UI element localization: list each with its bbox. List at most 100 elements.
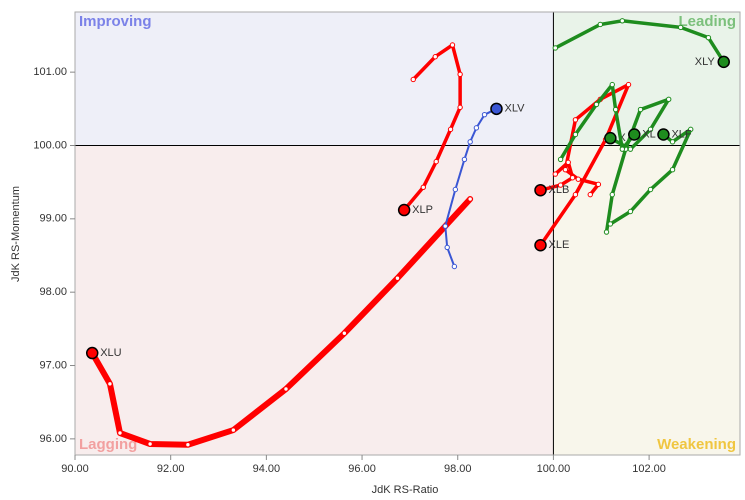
y-tick-label: 96.00 — [39, 433, 67, 445]
tail-point — [410, 76, 416, 83]
tail-point — [669, 139, 676, 145]
y-tick-label: 101.00 — [33, 66, 67, 78]
series-label: XLV — [504, 103, 525, 115]
tail-point — [637, 106, 644, 113]
tail-point — [467, 139, 473, 145]
tail-point — [457, 71, 463, 78]
quadrant-label: Weakening — [657, 436, 736, 453]
tail-point — [394, 275, 401, 281]
tail-point — [625, 81, 632, 88]
tail-point — [666, 96, 672, 102]
head-marker — [85, 346, 99, 360]
series-label: X — [618, 132, 626, 144]
series: XLV — [442, 102, 525, 270]
y-tick-label: 97.00 — [39, 359, 67, 371]
quadrant — [553, 145, 740, 455]
tail-point — [572, 117, 579, 123]
head-marker — [397, 203, 411, 217]
tail-point — [603, 229, 610, 235]
tail-point — [587, 191, 593, 198]
tail-point — [457, 104, 463, 111]
tail-point — [595, 181, 602, 188]
quadrant-label: Improving — [79, 13, 152, 30]
head-marker — [628, 128, 641, 141]
plot-frame — [74, 11, 741, 456]
tail-point — [432, 54, 438, 60]
tail-point — [147, 441, 153, 447]
tail-point — [452, 186, 459, 193]
series-label: XLB — [549, 184, 570, 196]
tail-line — [604, 97, 671, 234]
tail-point — [449, 42, 456, 48]
tail-point — [647, 126, 654, 133]
series: XLU — [85, 196, 474, 448]
tail-point — [420, 184, 426, 190]
tail-point — [467, 196, 473, 202]
tail-point — [447, 126, 454, 133]
x-tick-label: 94.00 — [253, 463, 281, 475]
y-axis-label: JdK RS-Momentum — [10, 186, 22, 282]
tail-point — [557, 182, 564, 188]
tail-point — [473, 125, 480, 131]
tail-point — [647, 186, 654, 193]
x-tick-label: 102.00 — [632, 463, 666, 475]
series-label: XLE — [549, 239, 570, 251]
series-label: XLU — [100, 347, 121, 359]
tail-point — [677, 24, 684, 31]
series: XLP — [397, 42, 463, 217]
tail-point — [107, 381, 113, 387]
x-tick-label: 100.00 — [537, 463, 571, 475]
series-label: XL — [642, 128, 655, 140]
series: XLB — [534, 159, 576, 197]
series-label: XLF — [671, 128, 691, 140]
tail-point — [552, 45, 559, 51]
tail-line — [553, 19, 726, 64]
quadrant-label: Leading — [678, 13, 736, 30]
x-tick-label: 98.00 — [444, 463, 472, 475]
head-marker — [657, 128, 670, 141]
tail-point — [481, 111, 488, 118]
quadrant — [75, 12, 554, 146]
quadrant-label: Lagging — [79, 436, 137, 453]
y-tick-label: 99.00 — [39, 213, 67, 225]
tail-point — [572, 191, 579, 198]
tail-point — [117, 430, 123, 436]
tail-point — [597, 21, 604, 28]
tail-point — [557, 156, 564, 163]
tail-point — [433, 158, 439, 165]
tail-point — [627, 208, 634, 215]
tail-point — [612, 106, 619, 113]
tail-point — [669, 166, 676, 173]
tail-point — [688, 126, 694, 133]
tail-point — [575, 176, 581, 182]
tail-point — [444, 244, 450, 251]
tail-point — [451, 263, 458, 270]
x-tick-label: 92.00 — [157, 463, 185, 475]
series-label: XLP — [412, 204, 433, 216]
tail-point — [619, 18, 626, 24]
x-tick-label: 96.00 — [348, 463, 376, 475]
tail-point — [552, 171, 559, 177]
tail-point — [565, 159, 571, 166]
tail-point — [569, 175, 576, 181]
tail-point — [341, 330, 348, 336]
tail-point — [185, 442, 191, 448]
tail-point — [572, 131, 579, 138]
series: XLY — [552, 18, 730, 69]
series-label: XLY — [695, 56, 716, 68]
tail-point — [230, 427, 237, 433]
y-tick-label: 100.00 — [33, 139, 67, 151]
head-marker — [490, 102, 503, 116]
head-marker — [717, 55, 730, 69]
tail-point — [705, 34, 712, 41]
tail-point — [593, 101, 600, 108]
tail-point — [627, 146, 634, 152]
tail-point — [562, 166, 569, 173]
head-marker — [604, 131, 617, 145]
series: XLE — [534, 81, 632, 252]
series: XLF — [607, 126, 694, 227]
tail-point — [461, 156, 468, 163]
tail-point — [442, 223, 448, 229]
tail-point — [609, 191, 615, 198]
